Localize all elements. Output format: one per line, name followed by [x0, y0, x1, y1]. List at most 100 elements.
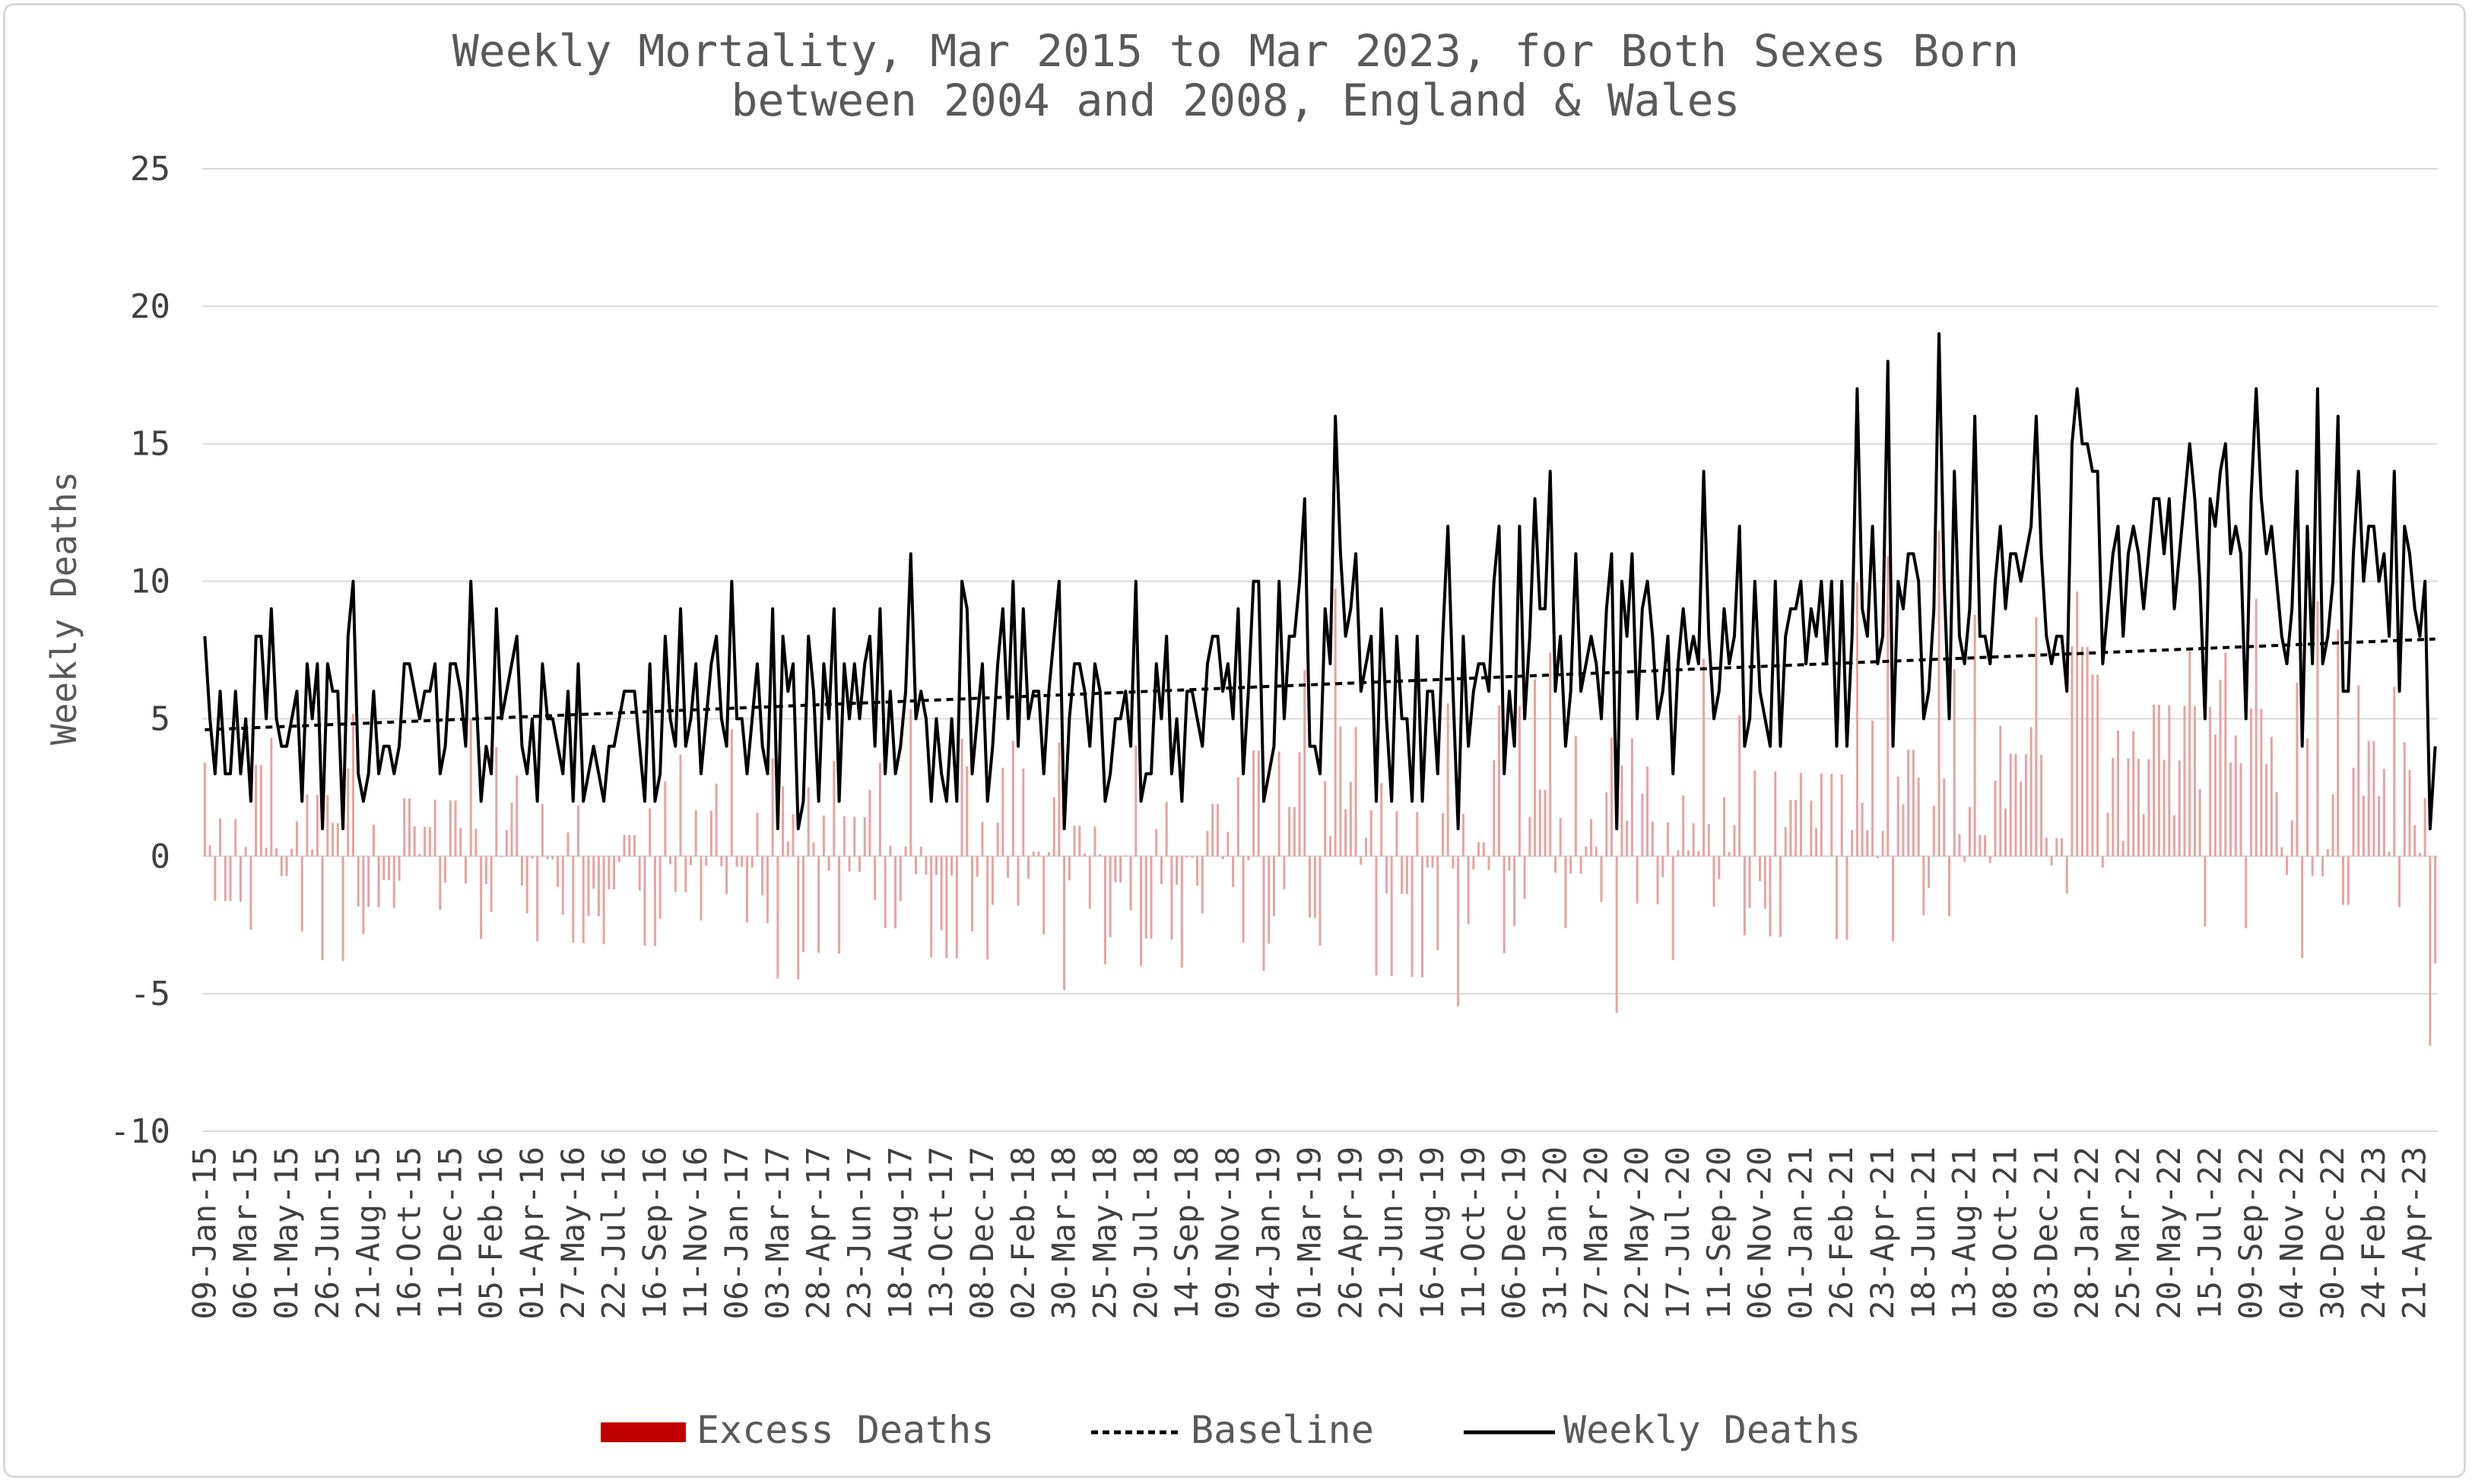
excess-deaths-bar	[1114, 856, 1117, 883]
excess-deaths-bar	[1349, 782, 1352, 857]
excess-deaths-bar	[1369, 810, 1372, 857]
excess-deaths-bar	[2255, 598, 2258, 857]
excess-deaths-bar	[2290, 820, 2293, 857]
y-tick-label: -5	[130, 975, 170, 1013]
excess-deaths-bar	[705, 856, 708, 866]
excess-deaths-bar	[874, 856, 877, 900]
excess-deaths-bar	[1820, 773, 1823, 857]
excess-deaths-bar	[786, 841, 789, 857]
y-tick-label: 0	[151, 837, 171, 876]
excess-deaths-bar	[1733, 825, 1736, 857]
x-tick-label: 18-Aug-17	[881, 1146, 919, 1320]
excess-deaths-bar	[899, 856, 902, 902]
excess-deaths-bar	[1646, 766, 1649, 857]
x-tick-label: 20-Jul-18	[1127, 1146, 1164, 1320]
excess-deaths-bar	[300, 856, 303, 932]
excess-deaths-bar	[1626, 820, 1629, 857]
excess-deaths-bar	[351, 713, 354, 857]
x-tick-label: 15-Jul-22	[2191, 1146, 2229, 1320]
excess-deaths-bar	[1221, 856, 1224, 860]
excess-deaths-bar	[2403, 742, 2406, 857]
excess-deaths-bar	[1099, 854, 1102, 857]
excess-deaths-bar	[2065, 856, 2068, 894]
chart-frame	[3, 3, 2466, 1478]
x-tick-label: 27-May-16	[554, 1146, 592, 1320]
excess-deaths-bar	[1871, 720, 1874, 857]
excess-deaths-bar	[1697, 851, 1700, 857]
x-tick-label: 03-Dec-21	[2027, 1146, 2064, 1320]
excess-deaths-bar	[756, 813, 759, 857]
excess-deaths-bar	[1610, 737, 1613, 857]
excess-deaths-bar	[1319, 856, 1322, 946]
x-tick-label: 26-Jun-15	[309, 1146, 346, 1320]
excess-deaths-bar	[2296, 683, 2299, 857]
excess-deaths-bar	[1185, 856, 1188, 858]
x-tick-label: 14-Sep-18	[1168, 1146, 1205, 1320]
excess-deaths-bar	[1482, 842, 1485, 857]
excess-deaths-bar	[1753, 770, 1756, 857]
excess-deaths-bars	[203, 531, 2437, 1046]
excess-deaths-bar	[1728, 852, 1731, 857]
excess-deaths-bar	[1268, 856, 1271, 944]
excess-deaths-bar	[1574, 736, 1577, 857]
excess-deaths-bar	[1344, 809, 1347, 857]
excess-deaths-bar	[1242, 856, 1245, 943]
excess-deaths-bar	[2224, 652, 2227, 857]
excess-deaths-bar	[2393, 687, 2396, 857]
excess-deaths-bar	[638, 856, 641, 891]
excess-deaths-bar	[1712, 856, 1715, 907]
excess-deaths-bar	[566, 832, 570, 857]
excess-deaths-bar	[2024, 754, 2027, 857]
excess-deaths-bar	[2316, 601, 2319, 857]
excess-deaths-bar	[919, 846, 922, 857]
excess-deaths-bar	[750, 856, 754, 868]
excess-deaths-bar	[541, 804, 544, 857]
excess-deaths-bar	[1155, 829, 1158, 857]
x-tick-label: 06-Mar-15	[227, 1146, 264, 1320]
excess-deaths-bar	[1180, 856, 1183, 968]
excess-deaths-bar	[2204, 856, 2207, 927]
x-tick-label: 26-Apr-19	[1331, 1146, 1369, 1320]
excess-deaths-bar	[1084, 853, 1087, 857]
excess-deaths-bar	[2265, 764, 2268, 857]
excess-deaths-bar	[950, 856, 954, 876]
excess-deaths-bar	[884, 856, 887, 928]
excess-deaths-bar	[617, 856, 620, 862]
excess-deaths-bar	[1544, 789, 1547, 857]
excess-deaths-bar	[1441, 813, 1444, 857]
excess-deaths-bar	[1835, 856, 1839, 940]
excess-deaths-bar	[971, 856, 974, 932]
excess-deaths-bar	[1457, 856, 1460, 1007]
excess-deaths-bar	[771, 758, 774, 857]
excess-deaths-bar	[1487, 856, 1490, 870]
excess-deaths-bar	[413, 826, 416, 857]
excess-deaths-bar	[925, 856, 928, 875]
excess-deaths-bar	[449, 800, 452, 857]
excess-deaths-bar	[597, 856, 600, 917]
excess-deaths-bar	[2091, 674, 2094, 857]
excess-deaths-bar	[2280, 847, 2283, 857]
excess-deaths-bar	[1160, 856, 1163, 885]
excess-deaths-bar	[1461, 813, 1464, 857]
excess-deaths-bar	[587, 856, 590, 916]
excess-deaths-bar	[1508, 856, 1511, 871]
excess-deaths-bar	[2020, 782, 2023, 857]
excess-deaths-bar	[664, 781, 667, 857]
excess-deaths-bar	[341, 856, 344, 961]
x-tick-label: 27-Mar-20	[1577, 1146, 1614, 1320]
excess-deaths-bar	[1968, 807, 1971, 857]
excess-deaths-bar	[1436, 856, 1439, 951]
excess-deaths-bar	[1559, 817, 1562, 857]
excess-deaths-bar	[439, 856, 442, 910]
excess-deaths-bar	[408, 798, 411, 857]
excess-deaths-bar	[2239, 763, 2242, 857]
excess-deaths-bar	[1779, 856, 1782, 937]
excess-deaths-bar	[2229, 763, 2232, 857]
excess-deaths-bar	[546, 856, 549, 860]
excess-deaths-bar	[239, 856, 242, 902]
excess-deaths-bar	[2009, 753, 2012, 857]
x-tick-label: 13-Aug-21	[1946, 1146, 1983, 1320]
excess-deaths-bar	[792, 813, 795, 857]
excess-deaths-bar	[1677, 850, 1680, 857]
